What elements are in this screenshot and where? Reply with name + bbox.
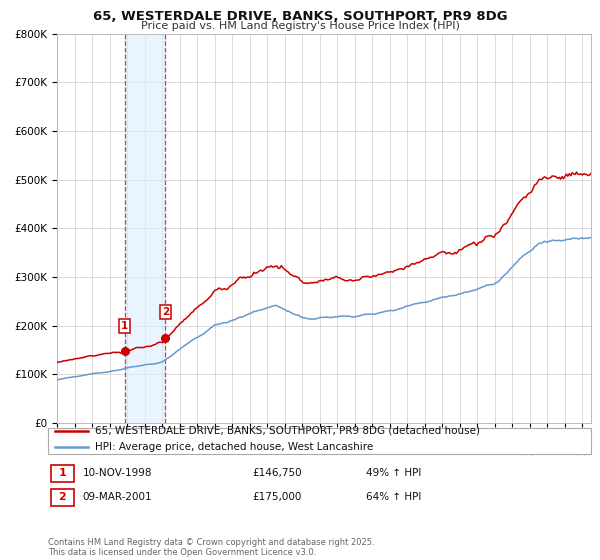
Text: HPI: Average price, detached house, West Lancashire: HPI: Average price, detached house, West… — [95, 442, 374, 451]
Text: 65, WESTERDALE DRIVE, BANKS, SOUTHPORT, PR9 8DG (detached house): 65, WESTERDALE DRIVE, BANKS, SOUTHPORT, … — [95, 426, 481, 436]
Text: 2: 2 — [59, 492, 66, 502]
Text: 1: 1 — [121, 321, 128, 331]
Text: 49% ↑ HPI: 49% ↑ HPI — [366, 468, 421, 478]
Text: 09-MAR-2001: 09-MAR-2001 — [83, 492, 152, 502]
Text: Price paid vs. HM Land Registry's House Price Index (HPI): Price paid vs. HM Land Registry's House … — [140, 21, 460, 31]
Text: 10-NOV-1998: 10-NOV-1998 — [83, 468, 152, 478]
Text: 2: 2 — [162, 307, 169, 317]
Text: Contains HM Land Registry data © Crown copyright and database right 2025.
This d: Contains HM Land Registry data © Crown c… — [48, 538, 374, 557]
Text: £175,000: £175,000 — [252, 492, 301, 502]
Text: 64% ↑ HPI: 64% ↑ HPI — [366, 492, 421, 502]
Bar — [125, 34, 166, 423]
Text: 1: 1 — [59, 468, 66, 478]
Text: 65, WESTERDALE DRIVE, BANKS, SOUTHPORT, PR9 8DG: 65, WESTERDALE DRIVE, BANKS, SOUTHPORT, … — [92, 10, 508, 23]
Text: £146,750: £146,750 — [252, 468, 302, 478]
